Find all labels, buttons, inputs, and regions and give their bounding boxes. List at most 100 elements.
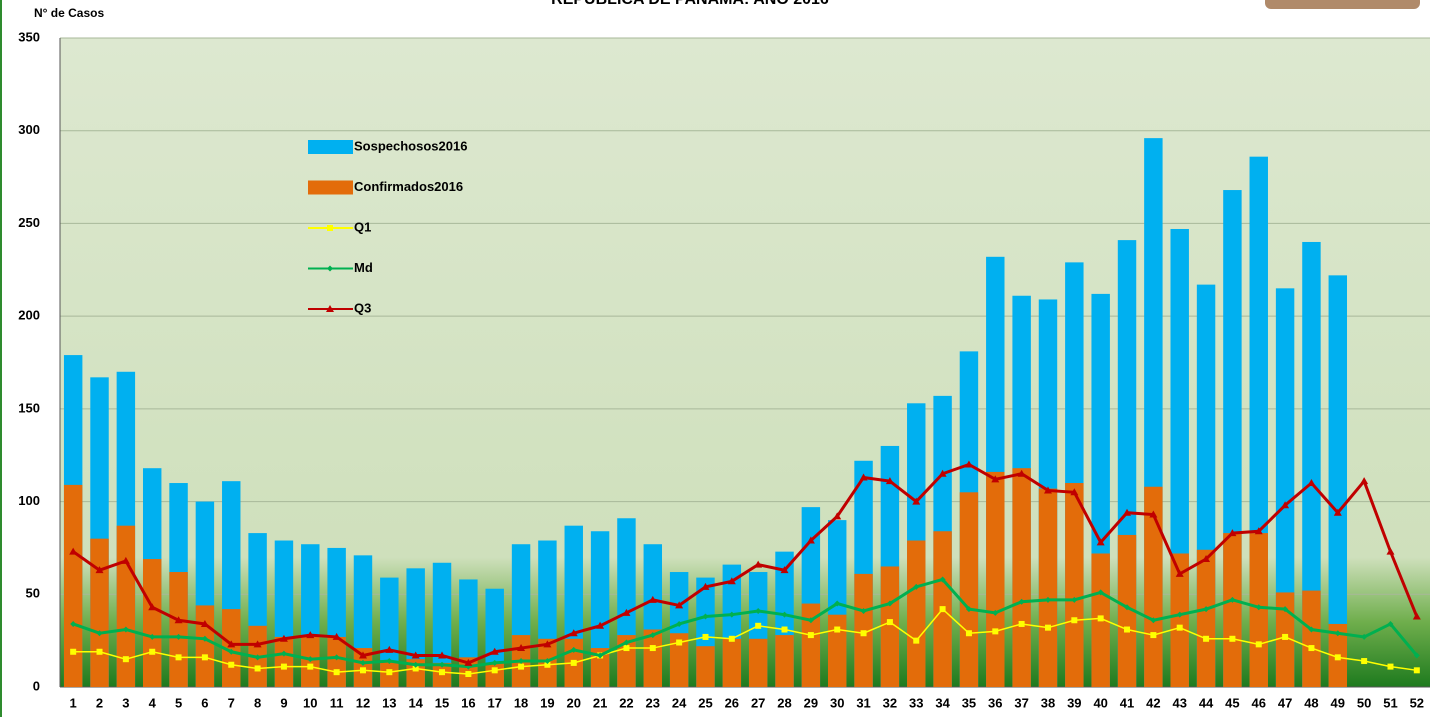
line <box>73 608 1417 675</box>
marker <box>491 667 498 674</box>
marker <box>622 608 631 616</box>
marker <box>912 497 921 505</box>
marker <box>1360 477 1369 485</box>
marker <box>1097 615 1104 622</box>
marker <box>596 621 605 629</box>
bar <box>1144 486 1163 687</box>
x-tick-label: 11 <box>330 695 344 710</box>
marker <box>1203 606 1210 613</box>
bar <box>643 629 663 687</box>
marker <box>1412 612 1421 620</box>
bar <box>63 484 83 687</box>
marker <box>544 658 551 665</box>
marker <box>543 640 552 648</box>
x-tick-label: 52 <box>1410 695 1424 710</box>
marker <box>1096 538 1105 546</box>
x-tick-label: 31 <box>856 695 870 710</box>
y-tick-label: 100 <box>18 493 40 508</box>
bar <box>116 525 136 687</box>
y-tick-label: 250 <box>18 215 40 230</box>
y-tick-label: 0 <box>33 678 40 693</box>
bar <box>274 636 294 687</box>
marker <box>1228 529 1237 537</box>
marker <box>1387 663 1394 670</box>
bar <box>722 638 742 687</box>
marker <box>439 669 446 676</box>
bar <box>222 609 241 687</box>
marker <box>148 603 157 611</box>
marker <box>885 477 894 485</box>
marker <box>1124 626 1131 633</box>
marker <box>1043 486 1052 494</box>
x-tick-label: 33 <box>909 695 923 710</box>
marker <box>326 305 334 312</box>
bar <box>1038 488 1058 687</box>
x-tick-label: 19 <box>540 695 554 710</box>
marker <box>465 671 472 678</box>
legend-label: Sospechosos2016 <box>354 138 467 153</box>
marker <box>227 640 236 648</box>
marker <box>570 659 577 666</box>
marker <box>1413 652 1420 659</box>
marker <box>780 566 789 574</box>
marker <box>1229 596 1236 603</box>
x-tick-label: 40 <box>1093 695 1107 710</box>
marker <box>1308 645 1315 652</box>
x-tick-label: 36 <box>988 695 1002 710</box>
marker <box>174 616 183 624</box>
marker <box>280 650 287 657</box>
x-tick-label: 38 <box>1041 695 1055 710</box>
marker <box>412 665 419 672</box>
marker <box>1149 510 1158 518</box>
marker <box>201 654 208 661</box>
marker <box>702 613 709 620</box>
bar <box>1223 533 1242 687</box>
marker <box>1255 604 1262 611</box>
marker <box>1176 624 1183 631</box>
x-tick-label: 13 <box>382 695 396 710</box>
marker <box>860 630 867 637</box>
x-tick-label: 26 <box>725 695 739 710</box>
bar <box>142 559 162 687</box>
bar <box>907 540 926 687</box>
marker <box>386 669 393 676</box>
marker <box>939 606 946 613</box>
legend-label: Md <box>354 260 373 275</box>
marker <box>728 635 735 642</box>
marker <box>570 646 577 653</box>
marker <box>359 667 366 674</box>
marker <box>965 606 972 613</box>
marker <box>992 609 999 616</box>
line <box>72 462 1419 665</box>
marker <box>149 633 156 640</box>
marker <box>781 626 788 633</box>
marker <box>358 651 367 659</box>
marker <box>1413 667 1420 674</box>
x-tick-label: 42 <box>1146 695 1160 710</box>
marker <box>597 652 604 659</box>
marker <box>1229 635 1236 642</box>
marker <box>96 630 103 637</box>
marker <box>201 635 208 642</box>
marker <box>649 632 656 639</box>
marker <box>70 620 77 627</box>
marker <box>1254 527 1263 535</box>
bar <box>880 566 900 687</box>
page-border <box>0 0 2 717</box>
x-tick-label: 15 <box>435 695 449 710</box>
marker <box>307 663 314 670</box>
marker <box>834 626 841 633</box>
marker <box>69 547 78 555</box>
marker <box>964 460 973 468</box>
y-tick-label: 200 <box>18 308 40 323</box>
marker <box>1017 469 1026 477</box>
x-tick-label: 10 <box>303 695 317 710</box>
marker <box>1334 630 1341 637</box>
x-tick-label: 39 <box>1067 695 1081 710</box>
marker <box>755 622 762 629</box>
marker <box>1097 589 1104 596</box>
x-tick-label: 23 <box>646 695 660 710</box>
marker <box>517 644 526 652</box>
marker <box>228 661 235 668</box>
